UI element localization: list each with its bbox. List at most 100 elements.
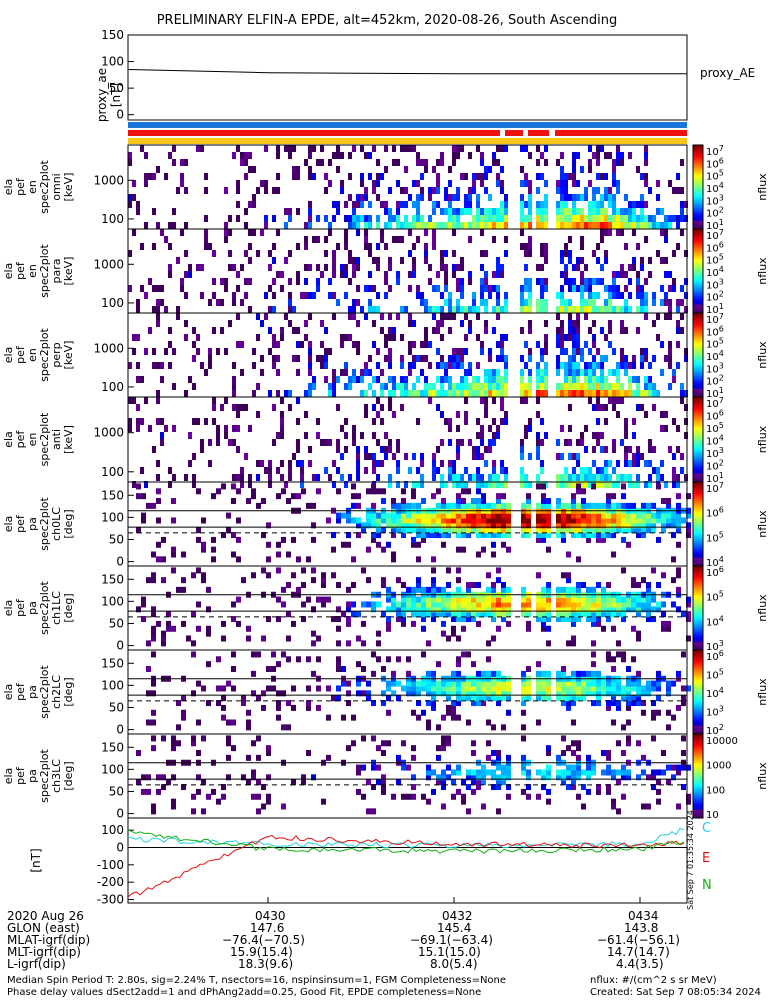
spectrogram-cell (606, 690, 611, 697)
spectrogram-cell (672, 453, 676, 460)
spectrogram-cell (592, 376, 596, 383)
spectrogram-cell (384, 355, 388, 362)
spectrogram-cell (572, 285, 576, 292)
spectrogram-cell (320, 145, 324, 152)
spectrogram-cell (546, 601, 551, 608)
spectrogram-cell (411, 586, 416, 593)
spectrogram-cell (251, 572, 256, 579)
spectrogram-cell (540, 152, 544, 159)
spectrogram-cell (611, 527, 616, 534)
colorbar-segment (693, 534, 703, 538)
spectrogram-cell (421, 536, 426, 543)
spectrogram-cell (376, 745, 381, 752)
spectrogram-cell (556, 383, 560, 390)
spectrogram-cell (564, 362, 568, 369)
spectrogram-cell (136, 418, 140, 425)
colorbar-segment (693, 542, 703, 546)
spectrogram-cell (421, 616, 426, 623)
spectrogram-cell (266, 774, 271, 781)
spectrogram-cell (628, 362, 632, 369)
spectrogram-cell (266, 793, 271, 800)
spectrogram-cell (412, 201, 416, 208)
spectrogram-cell (566, 572, 571, 579)
spectrogram-cell (288, 306, 292, 313)
spectrogram-cell (432, 236, 436, 243)
spectrogram-cell (340, 187, 344, 194)
spectrogram-cell (376, 512, 381, 519)
spectrogram-cell (368, 355, 372, 362)
proxy-ae-series-label: proxy_AE (700, 66, 755, 80)
spectrogram-cell (451, 606, 456, 613)
spectrogram-cell (400, 222, 404, 229)
spectrogram-cell (432, 313, 436, 320)
spectrogram-cell (596, 278, 600, 285)
spectrogram-cell (392, 159, 396, 166)
spectrogram-cell (491, 532, 496, 539)
spectrogram-cell (656, 685, 661, 692)
spectrogram-cell (451, 596, 456, 603)
spectrogram-cell (624, 474, 628, 481)
y-tick-label: 100 (101, 678, 124, 692)
spectrogram-cell (660, 474, 664, 481)
spectrogram-cell (268, 327, 272, 334)
spectrogram-cell (471, 685, 476, 692)
spectrogram-cell (371, 522, 376, 529)
spectrogram-cell (656, 390, 660, 397)
spectrogram-cell (471, 700, 476, 707)
spectrogram-cell (680, 229, 684, 236)
spectrogram-cell (361, 620, 366, 627)
spectrogram-cell (336, 661, 341, 668)
colorbar-segment (693, 418, 703, 421)
spectrogram-cell (492, 383, 496, 390)
spectrogram-cell (392, 390, 396, 397)
y-axis-label-pa_ch0: spec2plot (38, 497, 51, 551)
spectrogram-cell (484, 215, 488, 222)
spectrogram-cell (481, 517, 486, 524)
spectrogram-cell (360, 201, 364, 208)
spectrogram-cell (286, 582, 291, 589)
spectrogram-cell (281, 651, 286, 658)
spectrogram-cell (181, 551, 186, 558)
spectrogram-cell (580, 271, 584, 278)
spectrogram-cell (381, 700, 386, 707)
spectrogram-cell (672, 285, 676, 292)
spectrogram-cell (636, 474, 640, 481)
spectrogram-cell (651, 769, 656, 776)
spectrogram-cell (441, 774, 446, 781)
spectrogram-cell (416, 355, 420, 362)
spectrogram-cell (612, 439, 616, 446)
colorbar-segment (693, 622, 703, 626)
colorbar-segment (693, 159, 703, 163)
spectrogram-cell (636, 285, 640, 292)
spectrogram-cell (676, 769, 681, 776)
spectrogram-cell (526, 611, 531, 618)
colorbar-segment (693, 205, 703, 209)
spectrogram-cell (504, 215, 508, 222)
spectrogram-cell (632, 222, 636, 229)
spectrogram-cell (596, 788, 601, 795)
spectrogram-cell (491, 750, 496, 757)
spectrogram-cell (401, 488, 406, 495)
spectrogram-cell (608, 222, 612, 229)
spectrogram-cell (440, 460, 444, 467)
spectrogram-cell (456, 522, 461, 529)
spectrogram-cell (384, 446, 388, 453)
spectrogram-cell (428, 362, 432, 369)
spectrogram-cell (452, 229, 456, 236)
spectrogram-cell (560, 166, 564, 173)
spectrogram-cell (504, 222, 508, 229)
colorbar-segment (693, 378, 703, 381)
spectrogram-cell (568, 376, 572, 383)
spectrogram-cell (652, 446, 656, 453)
spectrogram-cell (576, 439, 580, 446)
spectrogram-cell (232, 299, 236, 306)
spectrogram-cell (504, 376, 508, 383)
spectrogram-cell (600, 215, 604, 222)
spectrogram-cell (596, 690, 601, 697)
spectrogram-cell (520, 145, 524, 152)
spectrogram-cell (536, 173, 540, 180)
spectrogram-cell (344, 229, 348, 236)
spectrogram-cell (140, 467, 144, 474)
spectrogram-cell (151, 606, 156, 613)
spectrogram-cell (486, 606, 491, 613)
